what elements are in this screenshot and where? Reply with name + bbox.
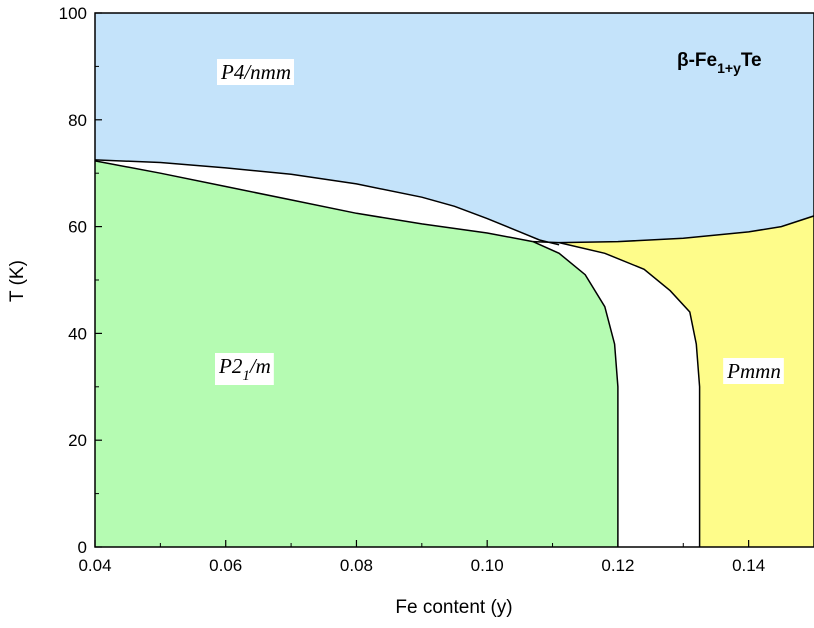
y-tick-label: 0 [78, 538, 87, 557]
x-tick-label: 0.12 [601, 556, 634, 575]
x-tick-label: 0.14 [732, 556, 765, 575]
boundary-mono-edge [532, 240, 619, 547]
boundary-lower-coexistence [94, 160, 534, 243]
boundary-ortho-edge [558, 241, 701, 547]
compound-label: β-Fe1+yTe [677, 50, 762, 76]
region-label-p4nmm: P4/nmm [220, 60, 291, 84]
y-tick-label: 20 [68, 431, 87, 450]
phase-regions [95, 13, 814, 547]
y-tick-label: 40 [68, 324, 87, 343]
orthorhombic-region [559, 215, 814, 547]
monoclinic-region [95, 160, 618, 547]
boundary-upper-coexistence [94, 159, 560, 246]
x-tick-label: 0.08 [340, 556, 373, 575]
x-axis-title: Fe content (y) [395, 597, 512, 618]
y-tick-label: 100 [59, 4, 87, 23]
region-label-p21m-sub: 1 [242, 368, 250, 384]
compound-label-prefix: β-Fe [677, 50, 717, 71]
compound-label-subscript: 1+y [717, 60, 741, 76]
region-label-p21m-background [215, 353, 274, 385]
x-tick-label: 0.04 [78, 556, 111, 575]
region-label-pmmn: Pmmn [726, 359, 781, 383]
axis-ticks: 0.04 0.06 0.08 0.10 0.12 0.14 0 20 40 60 80 100 [59, 4, 766, 575]
x-tick-label: 0.06 [209, 556, 242, 575]
region-label-p21m-tail: /m [249, 354, 271, 378]
phase-boundaries [94, 159, 814, 547]
compound-label-suffix: Te [741, 50, 762, 71]
x-tick-label: 0.10 [471, 556, 504, 575]
y-tick-label: 80 [68, 111, 87, 130]
y-tick-label: 60 [68, 218, 87, 237]
region-label-p21m: P21/m [218, 354, 271, 384]
region-label-p4nmm-background [217, 59, 294, 85]
y-axis-title: T (K) [7, 260, 28, 302]
region-label-p21m-main: P2 [218, 354, 243, 378]
region-label-pmmn-background [723, 358, 784, 384]
